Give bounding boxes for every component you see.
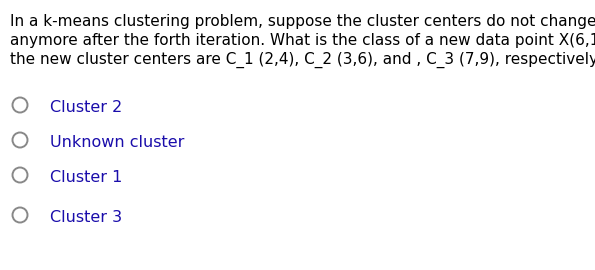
Text: Unknown cluster: Unknown cluster	[50, 135, 184, 150]
Text: In a k-means clustering problem, suppose the cluster centers do not change: In a k-means clustering problem, suppose…	[10, 14, 595, 29]
Text: anymore after the forth iteration. What is the class of a new data point X(6,10): anymore after the forth iteration. What …	[10, 33, 595, 48]
Text: Cluster 2: Cluster 2	[50, 100, 122, 115]
Text: Cluster 1: Cluster 1	[50, 170, 123, 185]
Text: Cluster 3: Cluster 3	[50, 210, 122, 225]
Text: the new cluster centers are C_1 (2,4), C_2 (3,6), and , C_3 (7,9), respectively?: the new cluster centers are C_1 (2,4), C…	[10, 52, 595, 68]
